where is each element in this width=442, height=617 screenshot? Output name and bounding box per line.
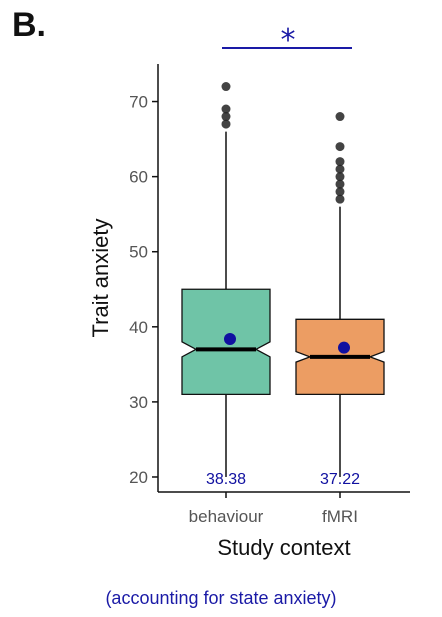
outlier-point (335, 194, 345, 204)
box-plot-chart: 20 30 40 50 60 70 Trait anxiety 38.38 behaviour 3… (88, 23, 410, 560)
y-tick-label: 40 (129, 318, 148, 337)
mean-marker (224, 332, 236, 345)
outlier-point (335, 179, 345, 189)
outlier-point (335, 157, 345, 167)
y-tick-label: 50 (129, 243, 148, 262)
x-axis-label: Study context (217, 535, 350, 560)
x-tick-label: behaviour (189, 507, 264, 526)
outlier-point (335, 164, 345, 174)
y-tick-label: 70 (129, 93, 148, 112)
outlier-point (335, 142, 345, 152)
mean-marker (338, 341, 350, 354)
outlier-point (335, 172, 345, 182)
mean-label: 38.38 (206, 471, 246, 488)
y-axis-label: Trait anxiety (88, 218, 113, 337)
outlier-point (221, 82, 231, 92)
y-tick-label: 20 (129, 468, 148, 487)
panel-label: B. (12, 6, 46, 44)
chart-note: (accounting for state anxiety) (105, 588, 337, 608)
significance-label: * (281, 23, 296, 58)
outlier-point (221, 112, 231, 122)
outlier-point (221, 119, 231, 129)
y-tick-label: 60 (129, 168, 148, 187)
y-tick-label: 30 (129, 393, 148, 412)
x-tick-label: fMRI (322, 507, 358, 526)
outlier-point (221, 104, 231, 114)
outlier-point (335, 187, 345, 197)
outlier-point (335, 112, 345, 122)
mean-label: 37.22 (320, 471, 360, 488)
